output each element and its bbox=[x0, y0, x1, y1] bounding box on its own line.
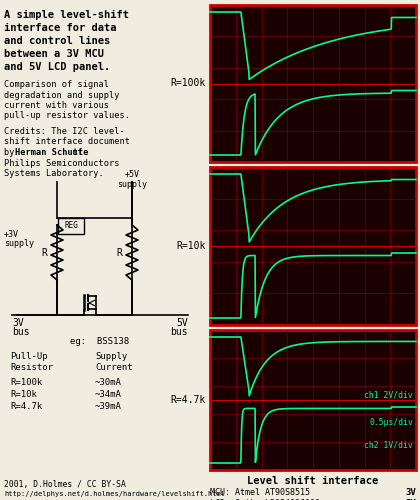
Text: Herman Schutte: Herman Schutte bbox=[15, 148, 89, 157]
Text: ~30mA: ~30mA bbox=[95, 378, 122, 387]
Text: and control lines: and control lines bbox=[4, 36, 110, 46]
Text: interface for data: interface for data bbox=[4, 23, 116, 33]
Text: +3V: +3V bbox=[4, 230, 19, 239]
Text: ch2 1V/div: ch2 1V/div bbox=[364, 440, 413, 449]
Text: 2001, D.Holmes / CC BY-SA: 2001, D.Holmes / CC BY-SA bbox=[4, 480, 126, 489]
Text: of: of bbox=[67, 148, 83, 157]
Text: supply: supply bbox=[117, 180, 147, 189]
Bar bbox=[210, 330, 416, 470]
Text: bus: bus bbox=[171, 327, 188, 337]
Text: Level shift interface: Level shift interface bbox=[247, 476, 378, 486]
Text: Resistor: Resistor bbox=[10, 363, 53, 372]
Text: A simple level-shift: A simple level-shift bbox=[4, 10, 129, 20]
Text: Credits: The I2C level-: Credits: The I2C level- bbox=[4, 127, 125, 136]
Text: degradation and supply: degradation and supply bbox=[4, 90, 120, 100]
Text: MCU: Atmel AT90S8515: MCU: Atmel AT90S8515 bbox=[210, 488, 310, 497]
Text: eg:  BSS138: eg: BSS138 bbox=[71, 337, 129, 346]
Text: R=100k: R=100k bbox=[10, 378, 42, 387]
Text: Comparison of signal: Comparison of signal bbox=[4, 80, 109, 89]
Text: by: by bbox=[4, 148, 20, 157]
Text: ~34mA: ~34mA bbox=[95, 390, 122, 399]
Bar bbox=[210, 5, 416, 162]
Text: Supply: Supply bbox=[95, 352, 127, 361]
Bar bbox=[58, 218, 84, 234]
Text: pull-up resistor values.: pull-up resistor values. bbox=[4, 112, 130, 120]
Text: Philips Semiconductors: Philips Semiconductors bbox=[4, 158, 120, 168]
Text: and 5V LCD panel.: and 5V LCD panel. bbox=[4, 62, 110, 72]
Text: between a 3V MCU: between a 3V MCU bbox=[4, 49, 104, 59]
Text: shift interface document: shift interface document bbox=[4, 138, 130, 146]
Text: +5V: +5V bbox=[124, 170, 139, 179]
Text: R: R bbox=[116, 248, 122, 258]
Text: Current: Current bbox=[95, 363, 133, 372]
Text: R=100k: R=100k bbox=[171, 78, 206, 88]
Text: R: R bbox=[41, 248, 47, 258]
Text: 3V: 3V bbox=[12, 318, 24, 328]
Text: R=10k: R=10k bbox=[10, 390, 37, 399]
Text: Pull-Up: Pull-Up bbox=[10, 352, 47, 361]
Text: http://delphys.net/d.holmes/hardware/levelshift.html: http://delphys.net/d.holmes/hardware/lev… bbox=[4, 491, 225, 497]
Text: Systems Laboratory.: Systems Laboratory. bbox=[4, 169, 104, 178]
Text: current with various: current with various bbox=[4, 101, 109, 110]
Text: LCD: Seiko L203400J000: LCD: Seiko L203400J000 bbox=[210, 499, 320, 500]
Text: REG: REG bbox=[64, 222, 78, 230]
Text: bus: bus bbox=[12, 327, 30, 337]
Text: 5V: 5V bbox=[405, 499, 416, 500]
Text: 5V: 5V bbox=[176, 318, 188, 328]
Text: R=10k: R=10k bbox=[177, 241, 206, 251]
Text: 3V: 3V bbox=[405, 488, 416, 497]
Text: supply: supply bbox=[4, 239, 34, 248]
Bar bbox=[210, 167, 416, 325]
Text: ~39mA: ~39mA bbox=[95, 402, 122, 411]
Text: ch1 2V/div: ch1 2V/div bbox=[364, 390, 413, 399]
Text: R=4.7k: R=4.7k bbox=[10, 402, 42, 411]
Text: 0.5μs/div: 0.5μs/div bbox=[369, 418, 413, 427]
Text: R=4.7k: R=4.7k bbox=[171, 395, 206, 405]
